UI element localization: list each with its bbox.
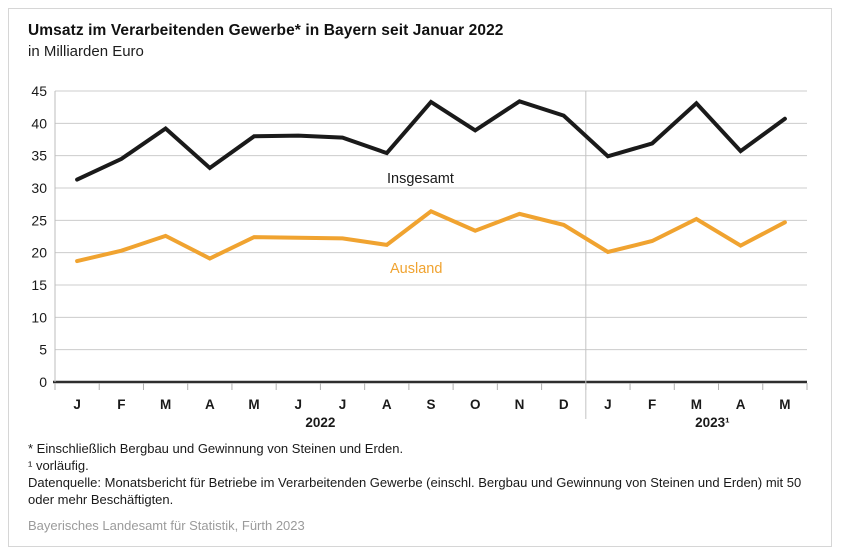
svg-text:F: F [117,397,125,412]
chart-card [8,8,832,547]
svg-text:A: A [205,397,215,412]
svg-text:S: S [426,397,435,412]
gridlines [53,90,807,384]
series-label-ausland: Ausland [390,261,442,277]
x-axis-ticks [54,383,808,390]
svg-text:D: D [559,397,569,412]
footnote-star: * Einschließlich Bergbau und Gewinnung v… [28,441,404,456]
svg-text:M: M [248,397,259,412]
svg-text:40: 40 [31,115,47,131]
svg-text:2023¹: 2023¹ [695,415,730,430]
svg-text:35: 35 [31,148,47,164]
svg-text:0: 0 [39,374,47,390]
x-axis-year-labels: 2022 2023¹ [305,415,730,430]
svg-text:45: 45 [31,83,47,99]
footnote-datasource: Datenquelle: Monatsbericht für Betriebe … [28,475,802,507]
svg-text:A: A [382,397,392,412]
svg-text:J: J [295,397,303,412]
publisher-credit: Bayerisches Landesamt für Statistik, Für… [28,518,305,533]
svg-text:J: J [73,397,81,412]
svg-text:30: 30 [31,180,47,196]
svg-text:N: N [515,397,525,412]
chart-subtitle: in Milliarden Euro [28,43,144,60]
svg-text:J: J [604,397,612,412]
svg-text:F: F [648,397,656,412]
svg-text:O: O [470,397,481,412]
chart-title: Umsatz im Verarbeitenden Gewerbe* in Bay… [28,22,504,39]
series-line-insgesamt [75,99,787,182]
svg-text:10: 10 [31,309,47,325]
svg-text:A: A [736,397,746,412]
footnotes: * Einschließlich Bergbau und Gewinnung v… [28,440,812,508]
svg-text:2022: 2022 [305,415,335,430]
svg-text:J: J [339,397,347,412]
series-label-insgesamt: Insgesamt [387,171,454,187]
svg-text:M: M [779,397,790,412]
svg-text:20: 20 [31,245,47,261]
series-line-ausland [75,208,787,264]
svg-text:25: 25 [31,212,47,228]
svg-text:M: M [160,397,171,412]
y-axis-labels: 0 5 10 15 20 25 30 35 40 45 [31,83,47,390]
svg-text:M: M [691,397,702,412]
footnote-preliminary: ¹ vorläufig. [28,458,89,473]
svg-text:15: 15 [31,277,47,293]
svg-text:5: 5 [39,342,47,358]
